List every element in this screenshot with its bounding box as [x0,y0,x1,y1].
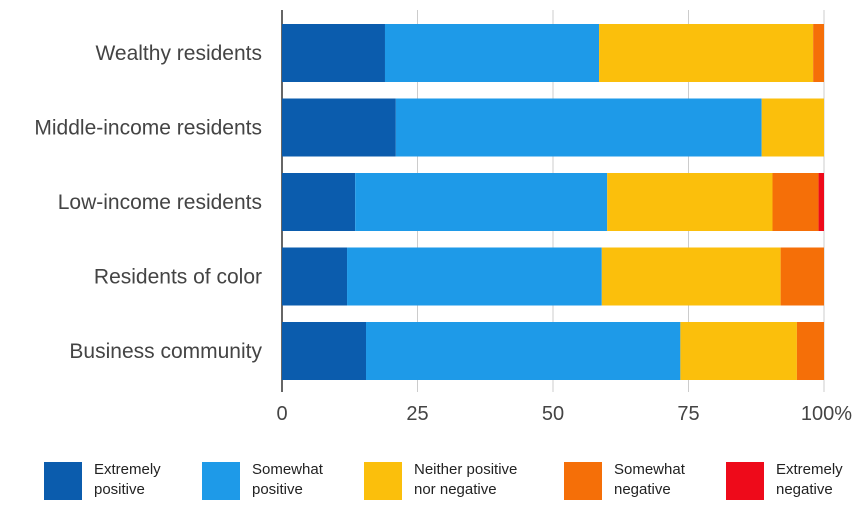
bar-segment [366,322,681,380]
bar-segment [384,24,600,82]
category-label: Middle-income residents [34,117,262,140]
legend-swatch-somewhat-positive [202,462,240,500]
bar-segment [813,24,824,82]
legend-label-extremely-positive: Extremely positive [94,461,161,498]
x-tick-label: 100% [801,403,852,425]
legend-label-somewhat-positive: Somewhat positive [252,461,323,498]
bar-segment [395,98,762,157]
category-label: Low-income residents [58,191,262,214]
bar-segment [772,173,819,231]
bar-segment [761,98,824,157]
legend-label-somewhat-negative: Somewhat negative [614,461,685,498]
bar-segment [680,322,797,380]
category-label: Residents of color [94,266,262,289]
bar-segment [282,173,356,231]
bar-segment [599,24,814,82]
bar-segment [282,98,396,157]
bar-segment [780,247,824,306]
legend-swatch-neither [364,462,402,500]
bar-segment [796,322,824,380]
bar-segment [347,247,602,306]
category-label: Wealthy residents [95,42,262,65]
legend: Extremely positive Somewhat positive Neith… [0,458,858,506]
x-axis-ticks: 0 25 50 75 100% [276,403,852,425]
legend-swatch-extremely-positive [44,462,82,500]
bar-segment [282,24,385,82]
legend-swatch-extremely-negative [726,462,764,500]
x-tick-label: 25 [406,403,428,425]
legend-label-extremely-negative: Extremely negative [776,461,843,498]
bar-segment [282,247,348,306]
bar-segment [607,173,773,231]
x-tick-label: 50 [542,403,564,425]
category-labels: Wealthy residents Middle-income residents… [34,42,262,363]
bar-segment [818,173,824,231]
bar-segment [282,322,367,380]
bars [282,24,824,380]
legend-swatch-somewhat-negative [564,462,602,500]
x-tick-label: 75 [677,403,699,425]
category-label: Business community [69,340,262,363]
x-tick-label: 0 [276,403,287,425]
bar-segment [355,173,608,231]
legend-label-neither: Neither positive nor negative [414,461,518,498]
bar-segment [601,247,781,306]
stacked-bar-chart: Wealthy residents Middle-income residents… [34,10,852,425]
